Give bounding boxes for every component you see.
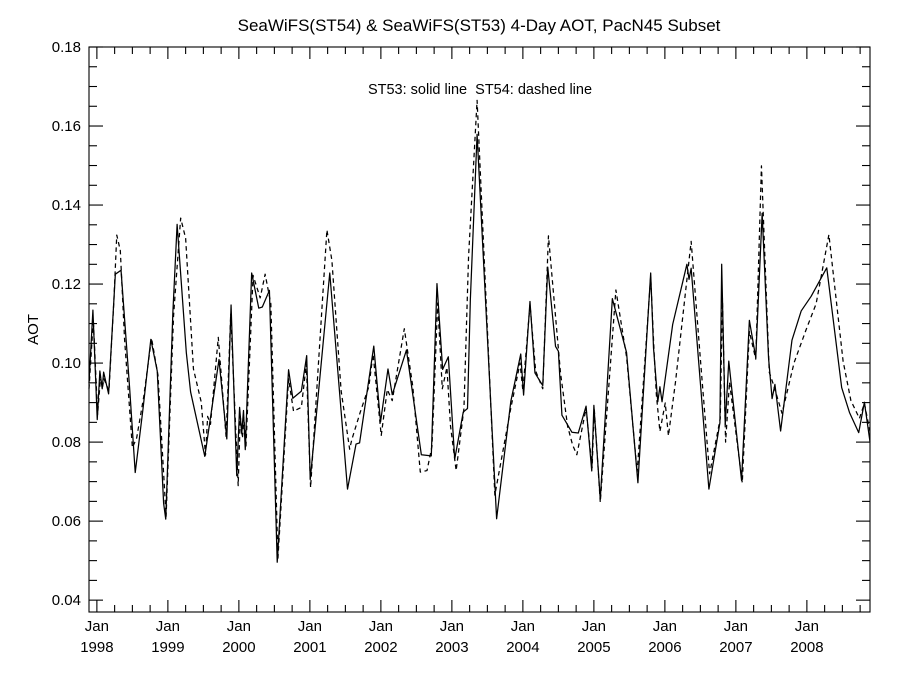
x-tick-label-year: 2007 [719,639,752,656]
x-tick-label-year: 2004 [506,639,539,656]
x-tick-label-month: Jan [653,618,677,635]
y-tick-label: 0.08 [52,434,81,451]
x-tick-label-month: Jan [298,618,322,635]
x-tick-label-year: 2006 [648,639,681,656]
plot-axes [88,46,871,613]
x-tick-label-month: Jan [369,618,393,635]
x-tick-label-month: Jan [227,618,251,635]
y-tick-label: 0.12 [52,276,81,293]
x-tick-label-month: Jan [85,618,109,635]
plot-frame [88,46,871,613]
chart-title: SeaWiFS(ST54) & SeaWiFS(ST53) 4-Day AOT,… [238,16,721,35]
x-tick-label-year: 2003 [435,639,468,656]
st53-solid-line [88,133,871,563]
x-tick-label-month: Jan [582,618,606,635]
st54-dashed-line [88,99,871,560]
x-tick-label-year: 2008 [790,639,823,656]
x-tick-label-month: Jan [724,618,748,635]
x-tick-label-month: Jan [440,618,464,635]
x-tick-label-year: 2001 [293,639,326,656]
y-axis-label: AOT [25,314,42,345]
legend-annotation: ST53: solid line ST54: dashed line [368,82,592,98]
y-tick-label: 0.18 [52,39,81,56]
x-tick-label-month: Jan [511,618,535,635]
y-tick-label: 0.16 [52,118,81,135]
data-series [88,99,871,563]
y-tick-label: 0.10 [52,355,81,372]
y-tick-label: 0.04 [52,592,81,609]
x-tick-labels: Jan 1998 Jan 1999 Jan 2000 Jan 2001 Jan 2002 Jan 20… [80,618,823,656]
x-tick-label-year: 1999 [151,639,184,656]
x-tick-label-year: 2000 [222,639,255,656]
y-tick-labels: 0.04 0.06 0.08 0.10 0.12 0.14 0.16 0.18 [52,39,81,609]
x-tick-label-month: Jan [156,618,180,635]
y-tick-label: 0.06 [52,513,81,530]
y-tick-label: 0.14 [52,197,81,214]
x-tick-label-month: Jan [795,618,819,635]
x-tick-label-year: 2002 [364,639,397,656]
x-tick-label-year: 1998 [80,639,113,656]
x-tick-label-year: 2005 [577,639,610,656]
